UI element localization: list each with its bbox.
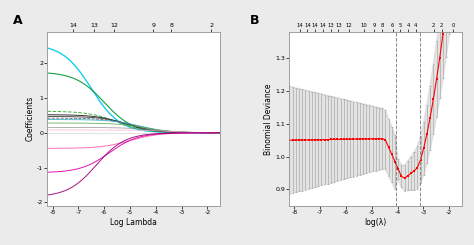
Text: A: A [13,14,22,27]
X-axis label: log(λ): log(λ) [365,218,387,227]
Y-axis label: Binomial Deviance: Binomial Deviance [264,83,273,155]
Y-axis label: Coefficients: Coefficients [25,96,34,141]
Text: B: B [250,14,259,27]
X-axis label: Log Lambda: Log Lambda [110,218,157,227]
